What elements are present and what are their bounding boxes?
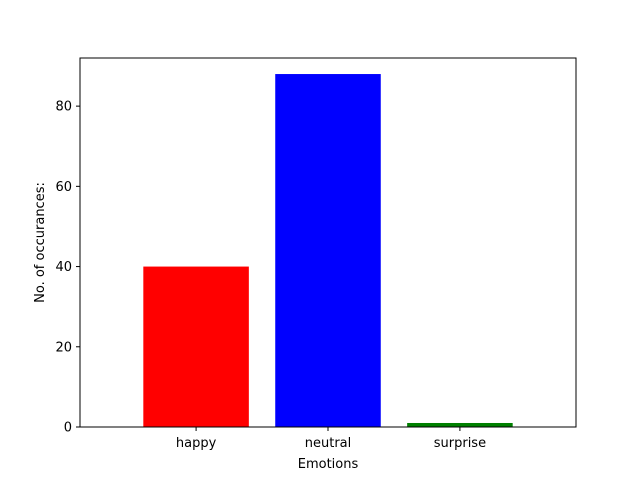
- x-axis-ticks: happy neutral surprise: [176, 427, 486, 451]
- y-tick-label: 80: [55, 100, 72, 115]
- bars-group: [143, 74, 513, 427]
- y-tick-label: 0: [64, 421, 72, 436]
- bar-happy: [143, 266, 249, 427]
- y-axis-label: No. of occurances:: [33, 182, 48, 303]
- x-tick-label: surprise: [434, 436, 486, 451]
- x-tick-label: happy: [176, 436, 217, 451]
- x-axis-label: Emotions: [298, 457, 359, 472]
- y-axis-ticks: 0 20 40 60 80: [55, 100, 80, 436]
- y-tick-label: 20: [55, 340, 72, 355]
- bar-surprise: [407, 422, 513, 427]
- plot-frame: [79, 57, 577, 428]
- bar-neutral: [275, 74, 381, 427]
- x-tick-label: neutral: [305, 436, 352, 451]
- y-tick-label: 60: [55, 180, 72, 195]
- y-tick-label: 40: [55, 260, 72, 275]
